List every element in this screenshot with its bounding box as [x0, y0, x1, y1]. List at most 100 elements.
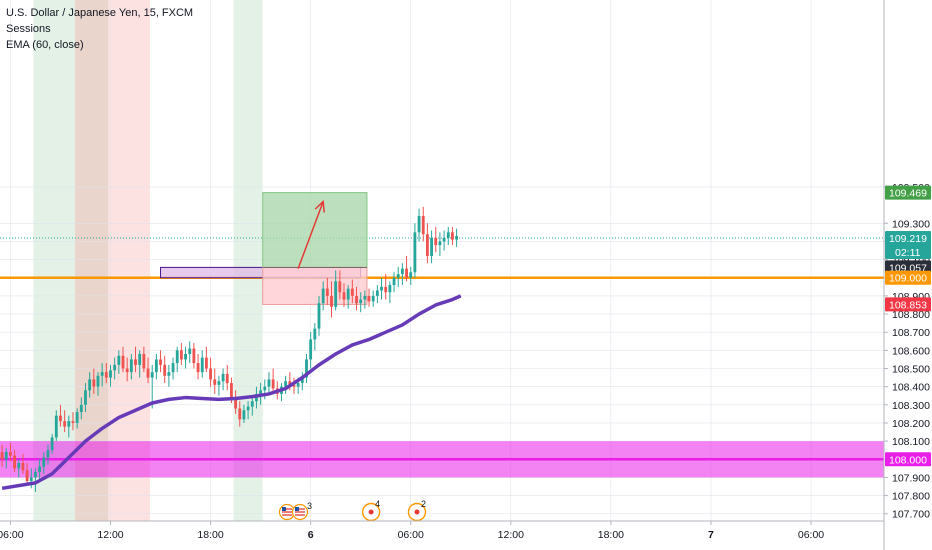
- candle-body: [421, 216, 425, 235]
- candle-body: [29, 477, 33, 482]
- price-tick-label: 108.100: [892, 436, 930, 448]
- candle-body: [442, 237, 446, 242]
- candle-body: [292, 384, 296, 387]
- session-band-green: [233, 0, 263, 521]
- candle-body: [350, 288, 354, 296]
- candle-body: [342, 292, 346, 300]
- candle-body: [71, 421, 75, 423]
- candle-body: [221, 373, 225, 382]
- price-tick-label: 108.200: [892, 418, 930, 430]
- price-tag[interactable]: [885, 452, 931, 467]
- candle-body: [92, 379, 96, 387]
- study-sessions-label[interactable]: Sessions: [6, 23, 51, 35]
- session-backgrounds: [33, 0, 263, 521]
- price-tick-label: 107.700: [892, 509, 930, 521]
- flag-canton: [294, 507, 299, 511]
- long-position-stop[interactable]: [262, 266, 368, 305]
- price-tag[interactable]: [885, 230, 931, 259]
- candle-body: [288, 381, 292, 385]
- price-tag[interactable]: [885, 297, 931, 312]
- horizontal-levels[interactable]: [0, 237, 884, 478]
- event-markers[interactable]: 3 4 2: [278, 499, 427, 522]
- price-tick-label: 108.800: [892, 309, 930, 321]
- event-dot: [414, 509, 420, 515]
- candle-body: [384, 286, 388, 293]
- price-tag[interactable]: [885, 270, 931, 285]
- candle-body: [434, 237, 438, 246]
- price-tag-label: 108.000: [889, 454, 927, 466]
- price-tick-label: 108.600: [892, 345, 930, 357]
- price-tick-label: 109.300: [892, 218, 930, 230]
- long-position-target[interactable]: [262, 192, 368, 268]
- candle-body: [167, 372, 171, 376]
- candle-body: [13, 455, 17, 469]
- candle-body: [125, 368, 129, 373]
- price-tag[interactable]: [885, 185, 931, 200]
- drawings[interactable]: [160, 192, 368, 305]
- session-band-pink: [108, 0, 151, 521]
- time-axis[interactable]: [0, 521, 884, 550]
- study-ema-label[interactable]: EMA (60, close): [6, 39, 84, 51]
- candle-body: [121, 355, 125, 369]
- candle-body: [9, 452, 12, 456]
- candle-body: [38, 466, 42, 472]
- candle-body: [50, 437, 54, 451]
- time-tick-label: 12:00: [97, 529, 123, 541]
- candle-body: [317, 303, 321, 329]
- price-tag-label: 109.469: [889, 188, 927, 200]
- flag-canton: [281, 507, 286, 511]
- trend-arrow[interactable]: [297, 201, 324, 269]
- candle-body: [17, 462, 21, 469]
- candle-body: [300, 377, 304, 384]
- candle-body: [0, 452, 4, 460]
- candle-body: [425, 234, 429, 256]
- trend-arrow-head[interactable]: [314, 199, 325, 213]
- time-tick-label: 18:00: [598, 529, 624, 541]
- candle-body: [25, 470, 29, 482]
- candle-body: [4, 452, 8, 460]
- candle-body: [409, 272, 413, 278]
- grid-lines: [0, 0, 884, 521]
- candle-body: [455, 235, 459, 240]
- candle-body: [150, 372, 154, 378]
- session-band-green: [33, 0, 76, 521]
- symbol-title[interactable]: U.S. Dollar / Japanese Yen, 15, FXCM: [6, 7, 194, 19]
- candle-body: [334, 281, 338, 307]
- price-tick-label: 107.900: [892, 472, 930, 484]
- candle-body: [192, 348, 196, 364]
- candle-body: [438, 241, 442, 246]
- candle-body: [451, 232, 454, 240]
- candle-body: [305, 359, 308, 378]
- candle-body: [217, 381, 221, 385]
- candle-body: [313, 328, 317, 340]
- event-count: 4: [375, 499, 380, 509]
- price-tick-label: 108.300: [892, 400, 930, 412]
- candle-body: [267, 379, 271, 387]
- candle-body: [67, 421, 71, 427]
- ema-line: [1, 294, 462, 491]
- bar-countdown: 02:11: [895, 247, 921, 259]
- ema-60-line: [1, 294, 462, 491]
- candle-body: [34, 471, 37, 478]
- candle-body: [188, 348, 192, 354]
- time-tick-label: 18:00: [197, 529, 223, 541]
- candle-body: [371, 295, 375, 302]
- candle-body: [238, 408, 242, 420]
- price-tick-label: 108.700: [892, 327, 930, 339]
- candle-body: [184, 353, 187, 360]
- candle-body: [204, 357, 208, 369]
- candle-body: [388, 285, 392, 293]
- candle-body: [129, 359, 133, 373]
- candle-body: [117, 355, 121, 365]
- candle-body: [234, 397, 238, 409]
- candle-body: [271, 379, 275, 389]
- candle-body: [400, 268, 404, 275]
- time-tick-label: 06:00: [798, 529, 824, 541]
- candle-body: [200, 357, 204, 373]
- candle-body: [367, 295, 371, 302]
- price-tag-label: 109.000: [889, 273, 927, 285]
- candle-body: [142, 353, 146, 369]
- time-tick-label: 7: [708, 529, 714, 541]
